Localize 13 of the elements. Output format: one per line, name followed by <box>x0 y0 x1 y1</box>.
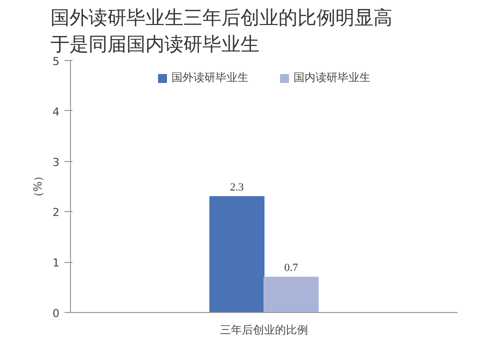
y-tick-label: 3 <box>52 156 60 169</box>
chart-title: 国外读研毕业生三年后创业的比例明显高于是同届国内读研毕业生 <box>50 7 392 56</box>
x-tick-label: 三年后创业的比例 <box>220 324 308 336</box>
y-axis-title: （%） <box>32 170 44 203</box>
y-tick-label: 4 <box>52 105 60 118</box>
y-tick-label: 1 <box>52 256 60 270</box>
legend-label: 国内读研毕业生 <box>294 70 370 85</box>
y-tick-label: 2 <box>52 206 60 220</box>
legend-label: 国外读研毕业生 <box>172 70 248 85</box>
y-tick-label: 5 <box>52 55 60 68</box>
y-tick-label: 0 <box>52 307 60 320</box>
data-label: 0.7 <box>284 262 298 274</box>
data-label: 2.3 <box>230 182 244 194</box>
